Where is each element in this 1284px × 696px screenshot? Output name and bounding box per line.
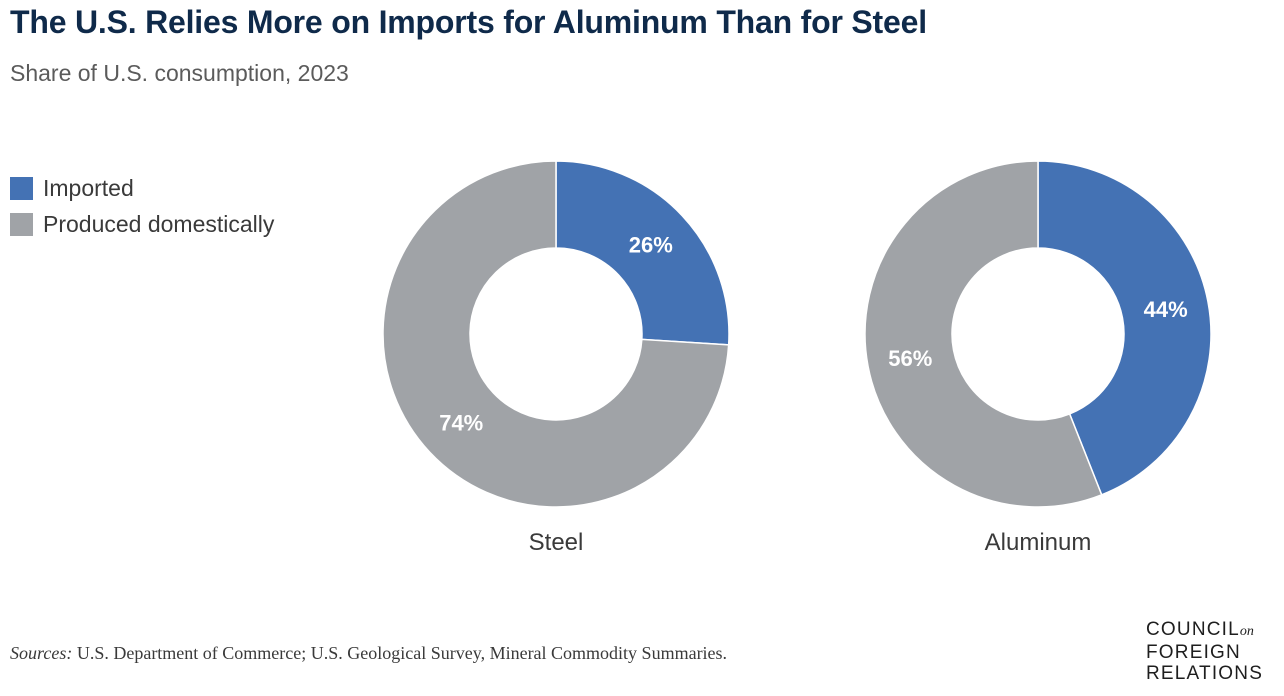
legend-item-produced-domestically: Produced domestically: [10, 206, 274, 242]
sources-note: Sources: U.S. Department of Commerce; U.…: [10, 643, 727, 664]
logo-line-3: RELATIONS: [1146, 663, 1264, 684]
sources-text: U.S. Department of Commerce; U.S. Geolog…: [76, 643, 728, 663]
steel-value-label-produced-domestically: 74%: [439, 410, 483, 435]
steel-slice-produced-domestically: [382, 160, 730, 508]
legend-label-produced-domestically: Produced domestically: [43, 210, 275, 237]
aluminum-donut: 44% 56% Aluminum: [864, 160, 1212, 556]
steel-value-label-imported: 26%: [629, 233, 673, 258]
legend: Imported Produced domestically: [10, 170, 274, 242]
sources-label: Sources:: [10, 643, 73, 663]
logo-line-2: FOREIGN: [1146, 642, 1241, 663]
legend-item-imported: Imported: [10, 170, 274, 206]
legend-label-imported: Imported: [43, 174, 134, 201]
aluminum-slice-produced-domestically: [864, 160, 1103, 508]
logo-line-1: COUNCILon: [1146, 619, 1263, 642]
aluminum-slice-imported: [1037, 160, 1212, 496]
chart-title: The U.S. Relies More on Imports for Alum…: [10, 4, 927, 40]
aluminum-chart-label: Aluminum: [985, 529, 1092, 556]
legend-swatch-imported: [10, 176, 33, 200]
cfr-logo: COUNCILon FOREIGN RELATIONS: [1146, 619, 1263, 684]
legend-swatch-produced-domestically: [10, 212, 33, 236]
steel-chart-label: Steel: [529, 529, 584, 556]
logo-word-on: on: [1239, 624, 1254, 639]
steel-donut: 26% 74% Steel: [382, 160, 730, 556]
logo-word-council: COUNCIL: [1146, 619, 1240, 640]
chart-subtitle: Share of U.S. consumption, 2023: [10, 60, 349, 86]
aluminum-value-label-produced-domestically: 56%: [888, 346, 932, 371]
aluminum-value-label-imported: 44%: [1144, 297, 1188, 322]
steel-slice-imported: [555, 160, 730, 346]
